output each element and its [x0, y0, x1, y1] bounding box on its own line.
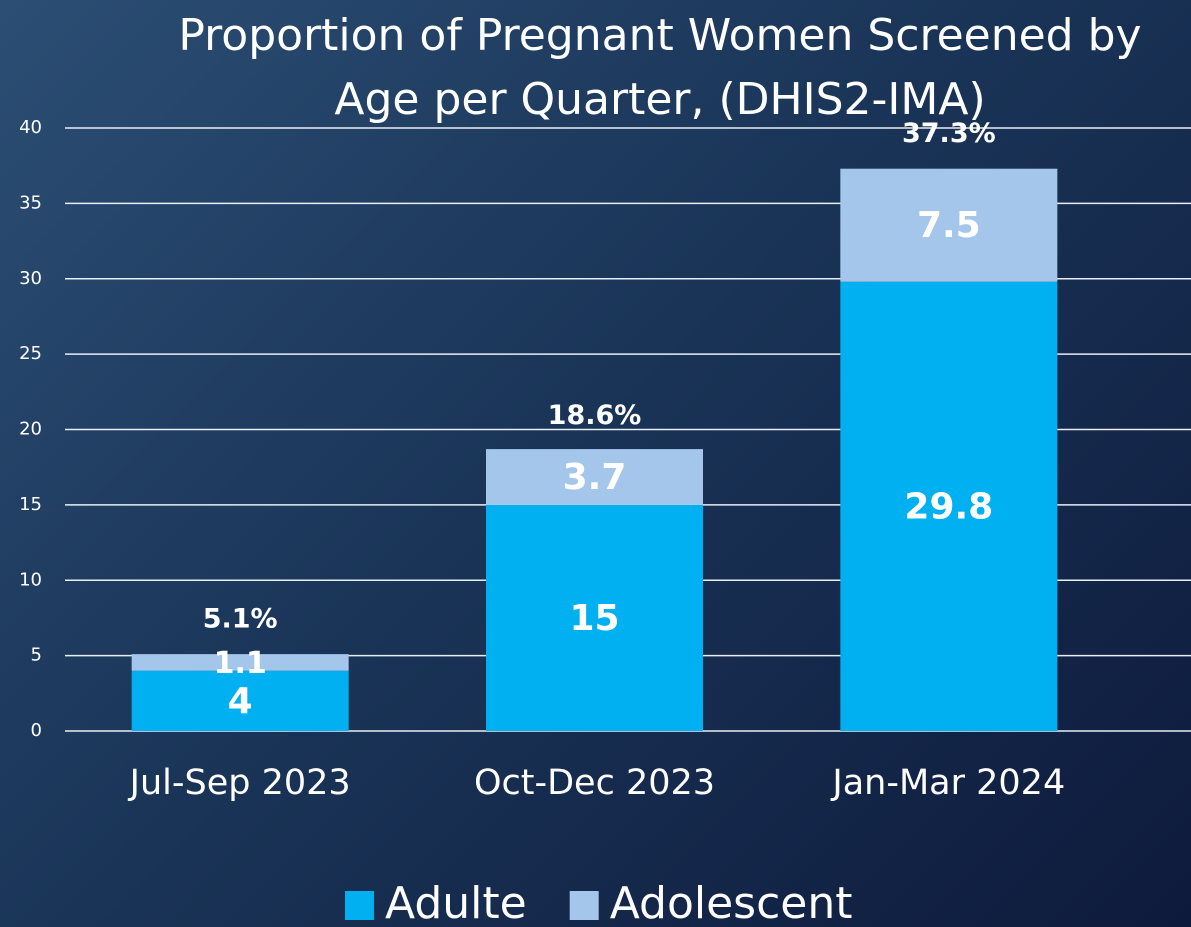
y-tick-label: 40: [19, 117, 42, 138]
data-label: 15: [569, 598, 619, 639]
legend-label: Adulte: [385, 878, 527, 927]
legend-label: Adolescent: [610, 878, 853, 927]
y-tick-label: 30: [19, 268, 42, 289]
y-tick-label: 5: [31, 645, 42, 666]
total-label: 5.1%: [203, 604, 278, 635]
x-tick-label: Jan-Mar 2024: [830, 763, 1065, 803]
bar-segment: [131, 670, 349, 731]
y-tick-label: 35: [19, 192, 42, 213]
data-label: 29.8: [904, 486, 993, 527]
bar-segment: [840, 281, 1058, 731]
x-tick-label: Jul-Sep 2023: [128, 763, 351, 803]
total-label: 18.6%: [548, 400, 642, 431]
data-label: 7.5: [917, 205, 981, 246]
data-label: 1.1: [214, 646, 267, 681]
y-tick-label: 20: [19, 419, 42, 440]
bar-segment: [486, 449, 703, 505]
legend-swatch: [569, 891, 599, 920]
y-tick-label: 25: [19, 343, 42, 364]
y-tick-label: 10: [19, 569, 42, 590]
bar-segment: [840, 168, 1058, 282]
legend-swatch: [345, 891, 374, 920]
x-tick-label: Oct-Dec 2023: [474, 763, 715, 803]
data-label: 4: [228, 681, 253, 722]
y-tick-label: 0: [31, 720, 42, 741]
y-tick-label: 15: [19, 494, 42, 515]
chart-title: Proportion of Pregnant Women Screened by…: [178, 10, 1142, 125]
bar-segment: [131, 654, 349, 671]
data-label: 3.7: [563, 457, 627, 498]
total-label: 37.3%: [902, 118, 996, 149]
bar-segment: [486, 504, 703, 731]
